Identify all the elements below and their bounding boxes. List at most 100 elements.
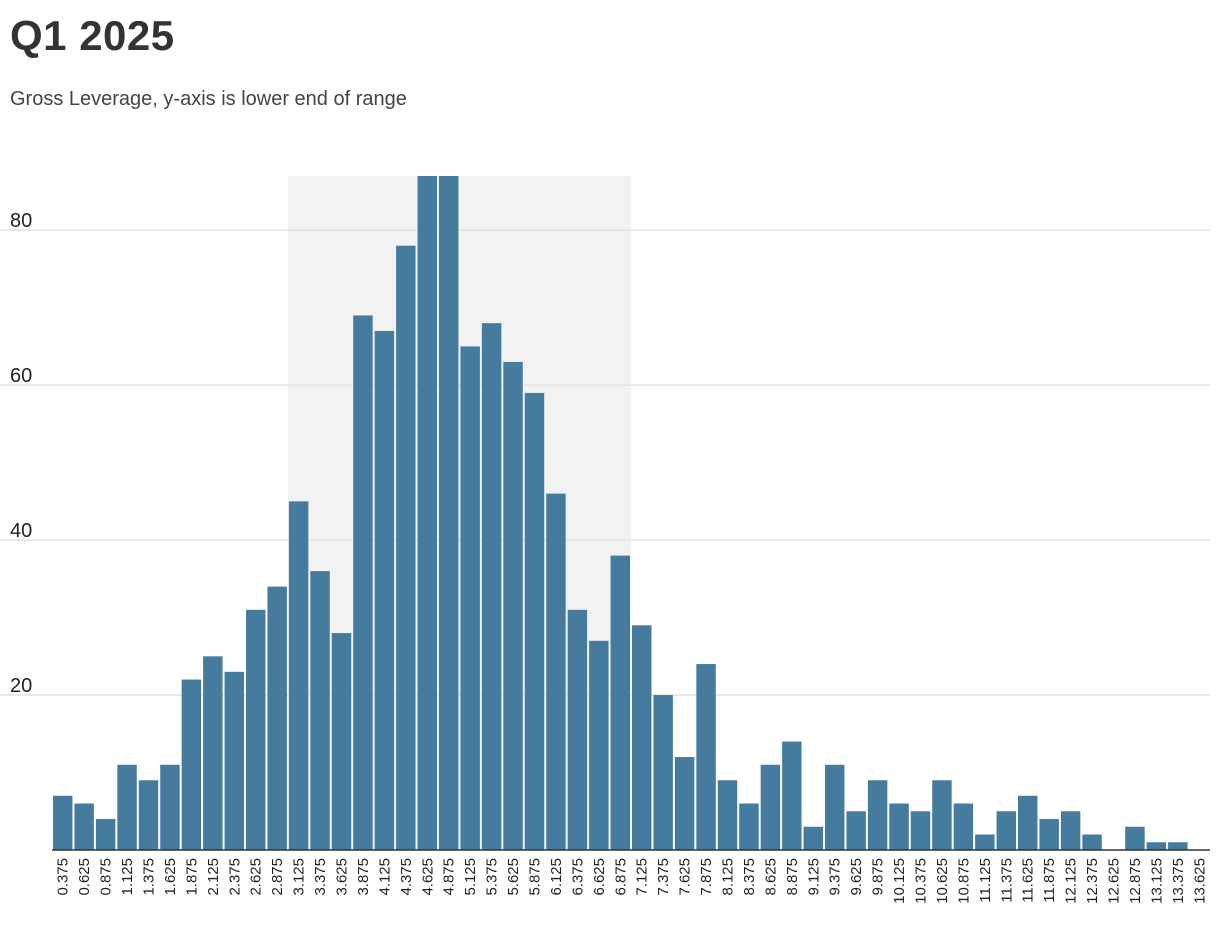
- x-tick-label: 3.125: [291, 858, 308, 896]
- x-tick-label: 8.625: [762, 858, 779, 896]
- histogram-bar: [331, 633, 352, 850]
- x-tick-label: 4.875: [441, 858, 458, 896]
- x-tick-label: 12.875: [1127, 858, 1144, 904]
- histogram-bar: [160, 764, 180, 850]
- histogram-bar: [117, 764, 137, 850]
- x-tick-label: 7.375: [655, 858, 672, 896]
- x-tick-label: 2.875: [269, 858, 286, 896]
- histogram-bar: [782, 741, 802, 850]
- chart-subtitle: Gross Leverage, y-axis is lower end of r…: [10, 88, 407, 110]
- histogram-bar: [310, 571, 330, 850]
- x-tick-label: 12.625: [1106, 858, 1123, 904]
- histogram-bar: [589, 640, 609, 850]
- x-tick-label: 2.625: [248, 858, 265, 896]
- x-tick-label: 2.375: [226, 858, 243, 896]
- histogram-bar: [503, 361, 523, 850]
- x-tick-label: 3.375: [312, 858, 329, 896]
- histogram-bar: [760, 764, 781, 850]
- histogram-bar: [481, 323, 502, 850]
- histogram-bar: [803, 826, 823, 850]
- histogram-bar: [138, 780, 159, 850]
- histogram-bar: [460, 346, 480, 850]
- x-tick-label: 4.375: [398, 858, 415, 896]
- x-tick-label: 6.625: [591, 858, 608, 896]
- histogram-bar: [224, 671, 244, 850]
- histogram-bar: [825, 764, 845, 850]
- x-tick-label: 3.875: [355, 858, 372, 896]
- x-tick-label: 9.875: [870, 858, 887, 896]
- x-tick-label: 1.875: [183, 858, 200, 896]
- histogram-bar: [653, 695, 673, 850]
- gridline-layer: [0, 229, 1210, 696]
- histogram-bar: [910, 811, 931, 850]
- x-tick-label: 11.625: [1020, 858, 1037, 903]
- x-tick-label: 0.625: [76, 858, 93, 896]
- histogram-bar: [203, 656, 223, 850]
- x-tick-label: 2.125: [205, 858, 222, 896]
- histogram-bar: [846, 811, 866, 850]
- histogram-bar: [524, 392, 545, 850]
- x-tick-label: 0.875: [98, 858, 115, 896]
- histogram-bar: [1146, 842, 1167, 850]
- x-tick-label: 8.875: [784, 858, 801, 896]
- histogram-bar: [181, 679, 202, 850]
- x-tick-label: 3.625: [334, 858, 351, 896]
- chart-title: Q1 2025: [10, 12, 175, 59]
- histogram-bar: [975, 834, 995, 850]
- y-tick-layer: 20 40 60 80: [10, 210, 32, 697]
- histogram-bar: [546, 493, 566, 850]
- histogram-bar: [1125, 826, 1145, 850]
- histogram-bar: [953, 803, 974, 850]
- x-tick-label: 9.625: [848, 858, 865, 896]
- bar-layer: [53, 176, 1188, 851]
- x-tick-label: 11.125: [977, 858, 994, 903]
- x-tick-label: 13.125: [1148, 858, 1165, 904]
- histogram-bar: [95, 819, 116, 850]
- histogram-bar: [1060, 811, 1081, 850]
- x-tick-label: 7.875: [698, 858, 715, 896]
- x-tick-label: 7.125: [634, 858, 651, 896]
- y-tick-label: 40: [10, 520, 32, 542]
- histogram-bar: [996, 811, 1016, 850]
- x-tick-label: 5.375: [484, 858, 501, 896]
- x-tick-label: 10.625: [934, 858, 951, 904]
- x-tick-label: 11.375: [998, 858, 1015, 903]
- x-tick-label: 10.375: [913, 858, 930, 904]
- x-tick-label: 4.125: [376, 858, 393, 896]
- histogram-bar: [1039, 819, 1059, 850]
- x-tick-label: 8.125: [720, 858, 737, 896]
- x-tick-label: 5.625: [505, 858, 522, 896]
- histogram-bar: [74, 803, 94, 850]
- histogram-bar: [417, 176, 437, 850]
- histogram-bar: [288, 501, 309, 850]
- x-tick-label: 10.125: [891, 858, 908, 904]
- histogram-bar: [1168, 842, 1188, 850]
- histogram-bar: [632, 625, 652, 850]
- x-tick-label: 6.875: [612, 858, 629, 896]
- x-tick-label: 12.375: [1084, 858, 1101, 904]
- histogram-bar: [267, 586, 287, 850]
- y-tick-label: 60: [10, 365, 32, 387]
- x-tick-label: 8.375: [741, 858, 758, 896]
- histogram-bar: [53, 795, 73, 850]
- histogram-bar: [439, 176, 459, 850]
- histogram-bar: [932, 780, 952, 850]
- x-tick-label: 13.375: [1170, 858, 1187, 904]
- x-tick-label: 1.375: [141, 858, 158, 896]
- histogram-bar: [396, 245, 416, 851]
- x-tick-label: 10.875: [955, 858, 972, 904]
- x-tick-label: 9.125: [805, 858, 822, 896]
- x-tick-label: 9.375: [827, 858, 844, 896]
- histogram-bar: [1018, 795, 1038, 850]
- histogram-bar: [739, 803, 759, 850]
- x-tick-label: 7.625: [677, 858, 694, 896]
- histogram-bar: [1082, 834, 1102, 850]
- histogram-bar: [867, 780, 888, 850]
- x-tick-label: 0.375: [55, 858, 72, 896]
- y-tick-label: 80: [10, 210, 32, 232]
- x-tick-label: 4.625: [419, 858, 436, 896]
- histogram-bar: [610, 555, 630, 850]
- histogram-bar: [674, 757, 695, 850]
- x-tick-label: 6.125: [548, 858, 565, 896]
